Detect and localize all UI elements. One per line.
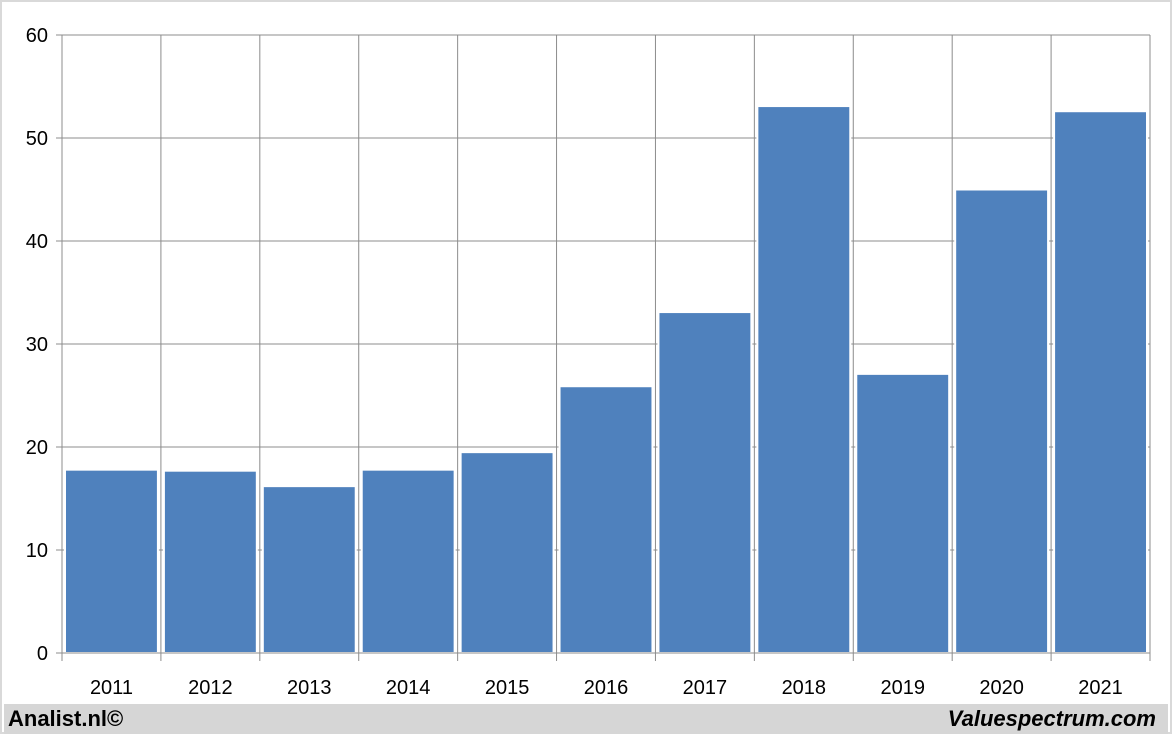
bar-2019 bbox=[855, 372, 951, 654]
bar-2014 bbox=[360, 468, 456, 654]
y-tick-label: 40 bbox=[26, 231, 48, 253]
y-tick-label: 20 bbox=[26, 437, 48, 459]
grid-layer bbox=[61, 34, 1151, 653]
bar-2020 bbox=[954, 188, 1050, 654]
x-tick-label: 2017 bbox=[683, 677, 728, 699]
bar-chart: 0 10 20 30 40 50 60 2011 2012 2013 2014 2015 2016 201… bbox=[26, 25, 1151, 699]
footer-source-right: Valuespectrum.com bbox=[947, 706, 1156, 731]
bar-2018 bbox=[756, 105, 852, 654]
axis-layer bbox=[56, 34, 1151, 661]
x-tick-label: 2012 bbox=[188, 677, 233, 699]
x-tick-label: 2019 bbox=[880, 677, 925, 699]
y-tick-label: 60 bbox=[26, 25, 48, 47]
x-tick-label: 2015 bbox=[485, 677, 530, 699]
bar-2015 bbox=[459, 451, 555, 654]
x-tick-label: 2021 bbox=[1078, 677, 1123, 699]
y-tick-label: 10 bbox=[26, 540, 48, 562]
x-tick-label: 2016 bbox=[584, 677, 629, 699]
footer-bar: Analist.nl© Valuespectrum.com bbox=[4, 704, 1168, 734]
footer-source-left: Analist.nl© bbox=[8, 706, 124, 731]
y-tick-label: 30 bbox=[26, 334, 48, 356]
bar-2012 bbox=[162, 469, 258, 654]
bar-2011 bbox=[64, 468, 159, 654]
label-layer: 0 10 20 30 40 50 60 2011 2012 2013 2014 2015 2016 201… bbox=[26, 25, 1123, 699]
bar-layer bbox=[64, 105, 1149, 655]
x-tick-label: 2011 bbox=[90, 677, 133, 699]
bar-2021 bbox=[1053, 110, 1149, 655]
y-tick-label: 0 bbox=[37, 643, 48, 665]
x-tick-label: 2013 bbox=[287, 677, 332, 699]
x-tick-label: 2020 bbox=[979, 677, 1024, 699]
y-tick-label: 50 bbox=[26, 128, 48, 150]
x-tick-label: 2014 bbox=[386, 677, 431, 699]
bar-2016 bbox=[558, 385, 654, 654]
x-tick-label: 2018 bbox=[782, 677, 827, 699]
bar-2013 bbox=[261, 485, 357, 655]
bar-2017 bbox=[657, 311, 753, 654]
